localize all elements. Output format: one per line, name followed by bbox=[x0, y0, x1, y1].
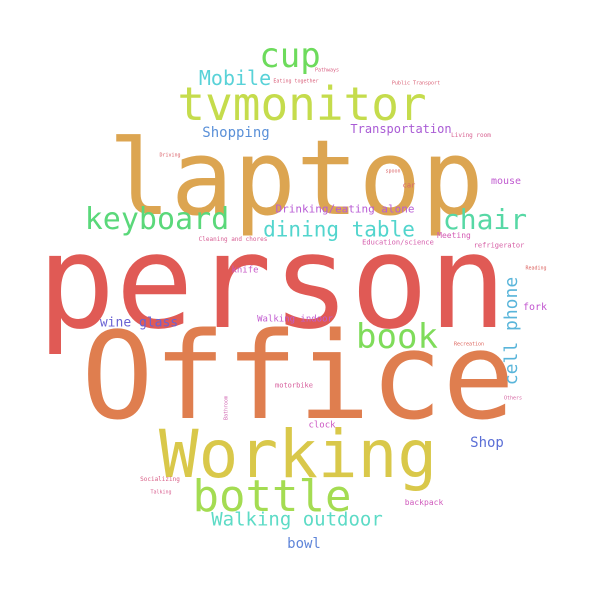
word-living-room: Living room bbox=[451, 132, 491, 139]
word-driving: Driving bbox=[159, 152, 181, 159]
word-bathroom: Bathroom bbox=[223, 395, 230, 421]
word-spoon: spoon bbox=[385, 168, 401, 175]
word-education-science: Education/science bbox=[362, 238, 434, 247]
word-public-transport: Public Transport bbox=[391, 80, 441, 87]
word-laptop: laptop bbox=[108, 117, 484, 239]
word-working: Working bbox=[158, 416, 438, 493]
word-car: car bbox=[402, 181, 416, 190]
word-talking: Talking bbox=[150, 489, 172, 496]
word-book: book bbox=[356, 317, 438, 357]
word-chair: chair bbox=[442, 203, 528, 236]
word-recreation: Recreation bbox=[453, 341, 485, 348]
word-wine-glass: wine glass bbox=[99, 315, 179, 331]
word-keyboard: keyboard bbox=[84, 202, 230, 237]
word-others: Others bbox=[503, 395, 523, 402]
word-shopping: Shopping bbox=[202, 125, 270, 141]
word-mouse: mouse bbox=[490, 176, 522, 187]
word-bottle: bottle bbox=[192, 471, 352, 522]
word-cup: cup bbox=[259, 36, 321, 76]
word-person: person bbox=[37, 206, 507, 358]
word-transportation: Transportation bbox=[350, 122, 452, 136]
word-fork: fork bbox=[522, 302, 548, 313]
word-mobile: Mobile bbox=[198, 66, 272, 90]
word-motorbike: motorbike bbox=[275, 381, 313, 390]
word-clock: clock bbox=[308, 420, 336, 431]
word-office: Office bbox=[81, 308, 515, 447]
word-meeting: Meeting bbox=[437, 231, 471, 240]
word-reading: Reading bbox=[525, 265, 547, 272]
word-pathways: Pathways bbox=[314, 67, 340, 74]
word-cell-phone: cell phone bbox=[501, 276, 522, 386]
word-knife: knife bbox=[231, 265, 259, 276]
word-walking-indoor: Walking indoor bbox=[257, 314, 333, 325]
word-tvmonitor: tvmonitor bbox=[177, 77, 427, 131]
word-shop: Shop bbox=[470, 435, 504, 451]
word-refrigerator: refrigerator bbox=[473, 241, 525, 250]
word-cleaning-and-chores: Cleaning and chores bbox=[198, 236, 268, 243]
word-socializing: Socializing bbox=[140, 476, 180, 483]
word-drinking-eating-alone: Drinking/eating alone bbox=[275, 202, 415, 216]
word-dining-table: dining table bbox=[263, 217, 415, 242]
word-backpack: backpack bbox=[404, 498, 444, 507]
word-bowl: bowl bbox=[287, 536, 321, 552]
word-walking-outdoor: Walking outdoor bbox=[211, 508, 383, 531]
word-eating-together: Eating together bbox=[273, 78, 319, 85]
